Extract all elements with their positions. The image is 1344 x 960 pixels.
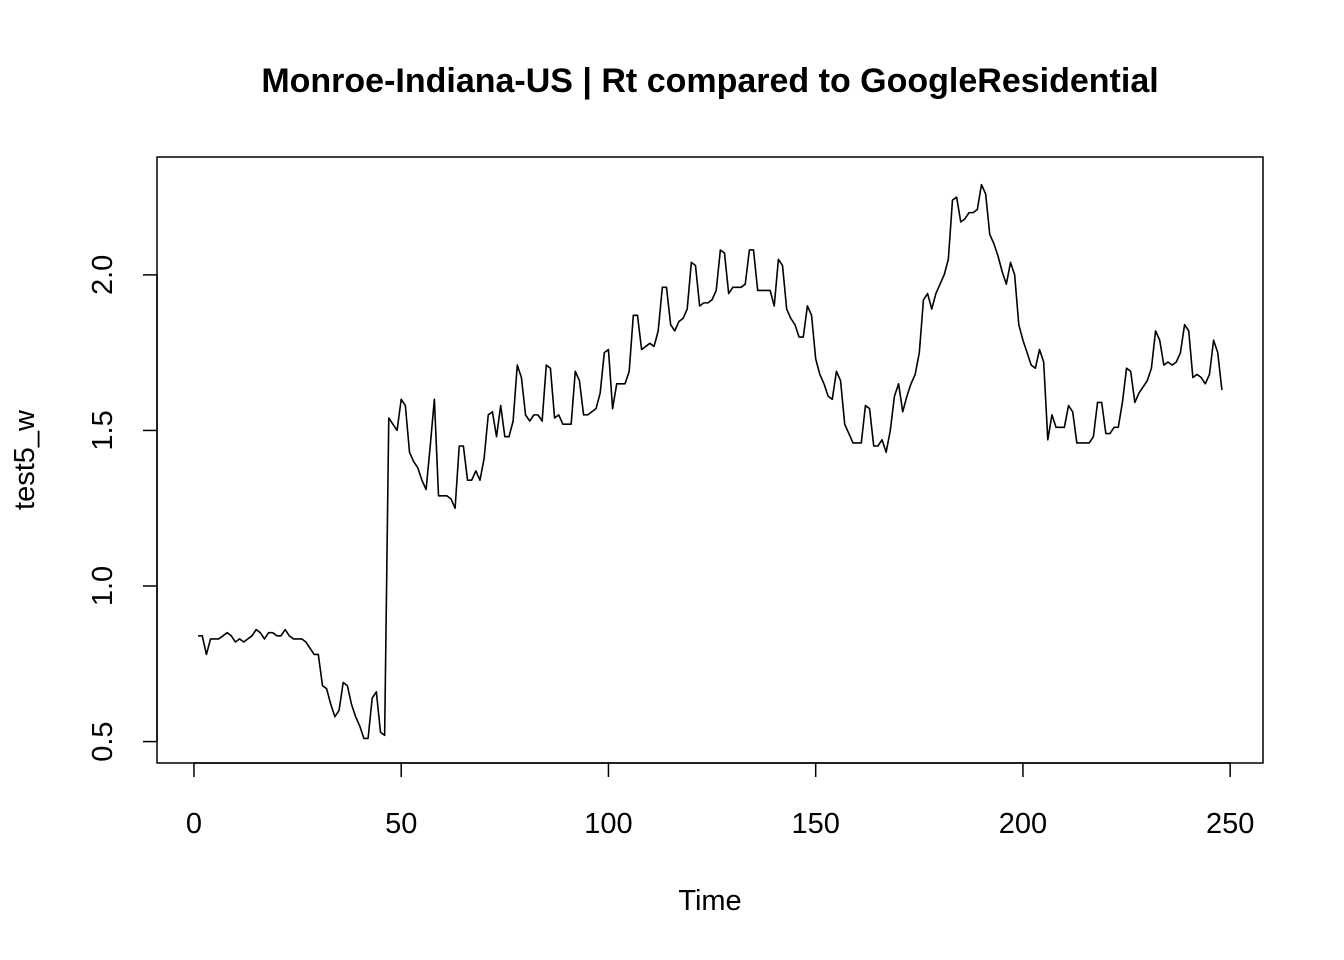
x-tick-label: 250 [1206,808,1254,840]
y-axis-label: test5_w [9,409,41,510]
x-tick-label: 200 [999,808,1047,840]
y-tick-label: 1.0 [87,566,119,606]
y-tick-label: 1.5 [87,410,119,450]
y-tick-label: 0.5 [87,721,119,761]
x-tick-label: 150 [791,808,839,840]
y-tick-label: 2.0 [87,255,119,295]
chart-title: Monroe-Indiana-US | Rt compared to Googl… [261,62,1158,100]
x-axis: 0 50 100 150 200 250 [186,762,1254,840]
x-tick-label: 50 [385,808,417,840]
x-axis-label: Time [678,885,741,917]
x-tick-label: 100 [584,808,632,840]
y-axis: 0.5 1.0 1.5 2.0 [87,255,158,762]
series-line [198,183,1223,740]
x-tick-label: 0 [186,808,202,840]
